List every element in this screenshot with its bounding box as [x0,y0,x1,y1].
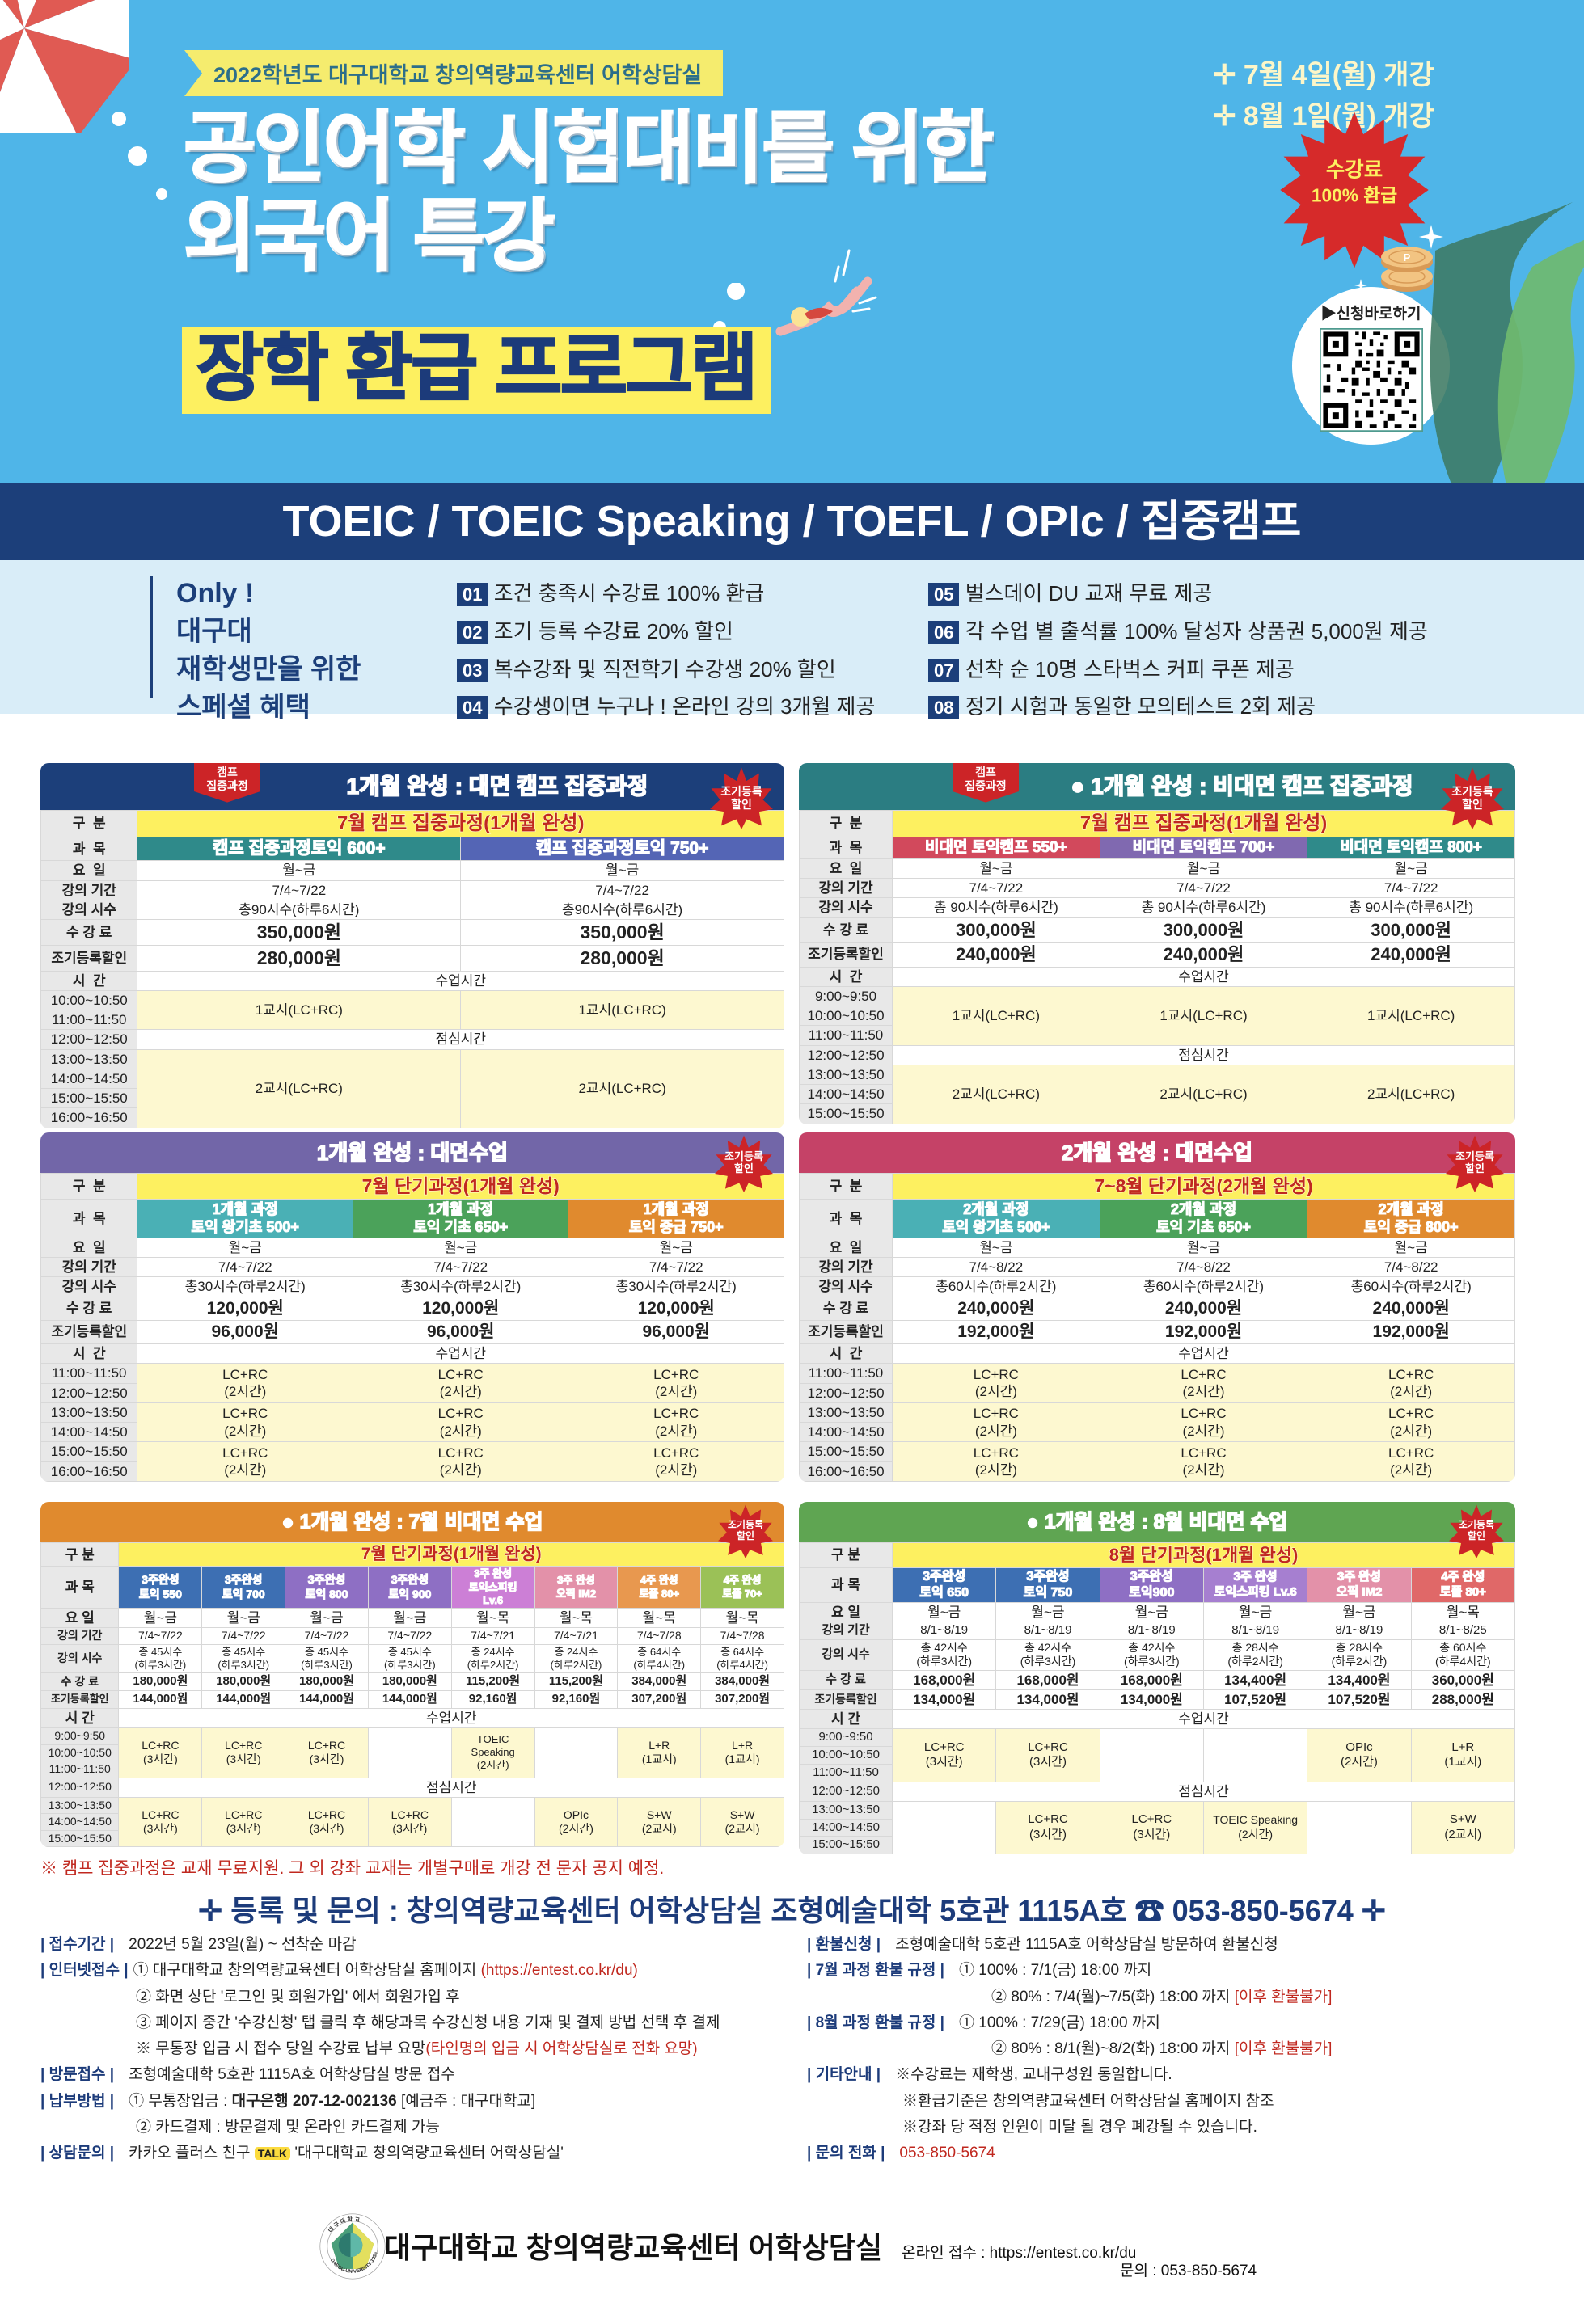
svg-text:P: P [1404,251,1411,264]
svg-text:100% 환급: 100% 환급 [1312,185,1397,206]
svg-text:수강료: 수강료 [1326,159,1383,182]
